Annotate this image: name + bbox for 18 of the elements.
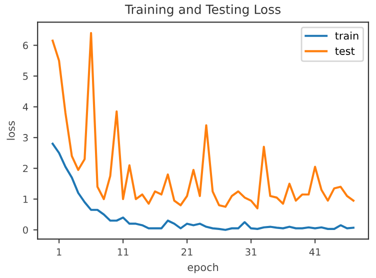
y-axis-title: loss bbox=[6, 121, 15, 140]
y-tick-label: 2 bbox=[23, 164, 28, 172]
x-tick-label: 31 bbox=[246, 248, 256, 256]
line-series bbox=[52, 142, 354, 231]
y-tick-label: 6 bbox=[23, 42, 28, 50]
x-tick-label: 1 bbox=[57, 248, 62, 256]
y-tick-label: 4 bbox=[22, 103, 28, 111]
y-tick-label: 3 bbox=[23, 134, 28, 142]
legend-label: test bbox=[335, 48, 355, 55]
legend-label: train bbox=[335, 32, 358, 40]
x-tick-label: 11 bbox=[118, 248, 128, 256]
x-tick-label: 41 bbox=[309, 248, 320, 256]
x-tick-label: 21 bbox=[182, 248, 192, 256]
y-tick-label: 1 bbox=[23, 196, 28, 203]
y-tick-label: 5 bbox=[23, 72, 28, 80]
x-axis-title: epoch bbox=[188, 263, 218, 274]
chart-title: Training and Testing Loss bbox=[124, 4, 280, 17]
y-tick-label: 0 bbox=[23, 226, 28, 234]
